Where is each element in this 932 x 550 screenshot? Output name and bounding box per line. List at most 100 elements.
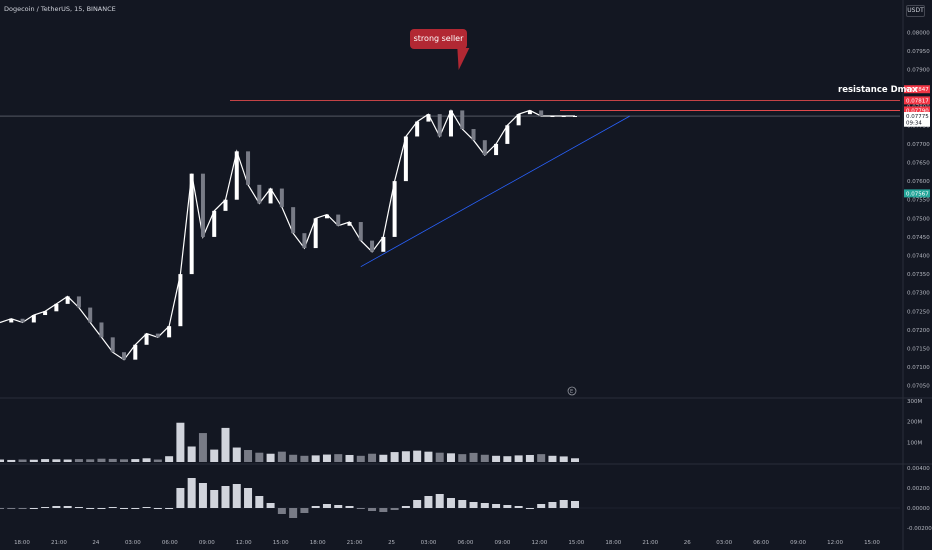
candle bbox=[257, 184, 262, 204]
oscillator-bar bbox=[300, 508, 309, 513]
volume-bar bbox=[537, 454, 546, 462]
symbol-header: Dogecoin / TetherUS, 15, BINANCE bbox=[4, 5, 116, 13]
candle bbox=[200, 173, 205, 237]
candle bbox=[133, 344, 138, 360]
oscillator-bar bbox=[210, 490, 219, 508]
candle bbox=[516, 114, 521, 126]
time-tick-label: 21:00 bbox=[51, 540, 67, 546]
time-tick-label: 06:00 bbox=[458, 540, 474, 546]
header-separator: , bbox=[70, 5, 75, 13]
volume-bar bbox=[356, 455, 365, 462]
oscillator-bar bbox=[503, 505, 512, 508]
volume-bar bbox=[435, 452, 444, 462]
time-tick-label: 03:00 bbox=[716, 540, 732, 546]
trend-line bbox=[360, 115, 631, 268]
oscillator-bar bbox=[131, 508, 140, 509]
volume-bar bbox=[413, 450, 422, 462]
volume-bar bbox=[469, 452, 478, 462]
oscillator-bar bbox=[571, 501, 579, 508]
price-tick-label: 0.07300 bbox=[907, 291, 930, 297]
price-tick-label: 0.07100 bbox=[907, 365, 930, 371]
volume-bar bbox=[525, 454, 534, 462]
time-tick-label: 09:00 bbox=[199, 540, 215, 546]
candle bbox=[381, 236, 386, 252]
volume-bar bbox=[210, 449, 219, 462]
resistance-label[interactable]: resistance Dmax bbox=[838, 85, 918, 95]
oscillator-bar bbox=[458, 500, 467, 508]
candle bbox=[505, 125, 510, 144]
volume-bar bbox=[131, 459, 140, 462]
oscillator-bar bbox=[390, 508, 399, 510]
candle bbox=[155, 333, 160, 338]
candle bbox=[65, 296, 70, 304]
price-tick-label: 0.07400 bbox=[907, 254, 930, 260]
price-tick-label: 0.07600 bbox=[907, 179, 930, 185]
candle bbox=[448, 110, 453, 137]
oscillator-bar bbox=[0, 508, 4, 509]
volume-bar bbox=[480, 454, 489, 462]
candle bbox=[223, 199, 228, 211]
candle bbox=[291, 207, 296, 234]
volume-bar bbox=[424, 451, 433, 462]
oscillator-bar bbox=[120, 508, 129, 509]
candle bbox=[144, 333, 149, 345]
candle bbox=[336, 214, 341, 226]
price-tick-label: 0.07350 bbox=[907, 272, 930, 278]
price-tag-text: 0.07567 bbox=[906, 191, 929, 197]
oscillator-bar bbox=[7, 508, 16, 509]
candle bbox=[54, 303, 59, 312]
time-tick-label: 09:00 bbox=[790, 540, 806, 546]
candle bbox=[539, 110, 544, 117]
candle bbox=[550, 116, 555, 118]
time-tick-label: 06:00 bbox=[753, 540, 769, 546]
time-tick-label: 18:00 bbox=[310, 540, 326, 546]
volume-bar bbox=[289, 454, 298, 462]
oscillator-bar bbox=[311, 506, 320, 508]
strong-seller-callout[interactable]: strong seller bbox=[410, 29, 467, 49]
volume-bar bbox=[390, 452, 399, 462]
price-tick-label: 0.07950 bbox=[907, 49, 930, 55]
volume-bar bbox=[187, 446, 196, 462]
oscillator-bar bbox=[537, 504, 546, 508]
candle bbox=[9, 318, 14, 323]
candle bbox=[20, 318, 25, 323]
oscillator-bar bbox=[198, 483, 207, 508]
volume-tick-label: 200M bbox=[907, 420, 922, 426]
volume-bar bbox=[176, 422, 185, 462]
currency-selector[interactable]: USDT bbox=[906, 5, 925, 17]
price-tag-bg bbox=[904, 189, 930, 198]
candle bbox=[347, 222, 352, 226]
price-tag-bg bbox=[904, 96, 930, 105]
oscillator-bar bbox=[176, 488, 185, 508]
volume-bar bbox=[559, 456, 568, 462]
time-tick-label: 12:00 bbox=[827, 540, 843, 546]
candle bbox=[88, 307, 93, 323]
volume-bar bbox=[63, 459, 72, 462]
oscillator-bar bbox=[255, 496, 264, 508]
oscillator-bar bbox=[322, 504, 331, 508]
price-tick-label: 0.07550 bbox=[907, 198, 930, 204]
candle bbox=[415, 121, 420, 137]
symbol-name[interactable]: Dogecoin / TetherUS bbox=[4, 5, 70, 13]
candle bbox=[189, 173, 194, 275]
price-tag-text: 0.07817 bbox=[906, 98, 929, 104]
volume-bar bbox=[142, 458, 151, 462]
price-tag-text: 09:34 bbox=[906, 121, 922, 127]
candle bbox=[527, 110, 532, 115]
time-tick-label: 21:00 bbox=[642, 540, 658, 546]
time-tick-label: 09:00 bbox=[495, 540, 511, 546]
candle bbox=[561, 116, 566, 118]
volume-bar bbox=[18, 459, 27, 462]
oscillator-bar bbox=[514, 506, 523, 508]
events-marker-label: E bbox=[570, 389, 573, 395]
price-tag: 0.07817 bbox=[904, 96, 930, 105]
volume-bar bbox=[255, 452, 264, 462]
candle bbox=[110, 337, 115, 353]
interval-label[interactable]: 15 bbox=[74, 5, 83, 13]
time-tick-label: 18:00 bbox=[14, 540, 30, 546]
events-marker[interactable] bbox=[567, 386, 577, 396]
volume-bar bbox=[153, 459, 162, 462]
oscillator-bar bbox=[18, 508, 27, 509]
volume-bar bbox=[345, 454, 354, 462]
